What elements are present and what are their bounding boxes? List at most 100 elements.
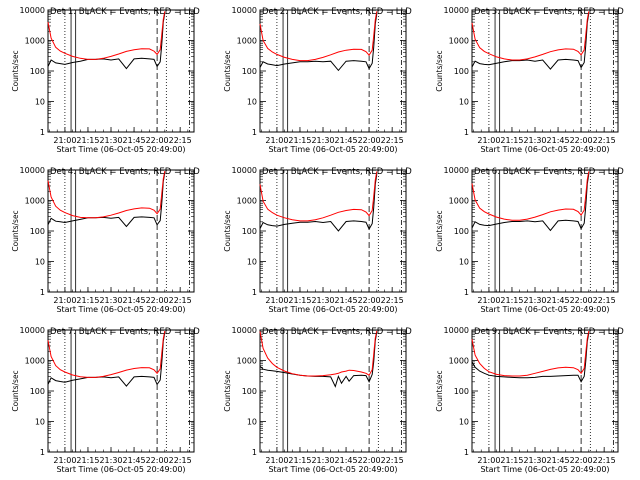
x-axis-label: Start Time (06-Oct-05 20:49:00) — [268, 305, 397, 314]
y-tick-label: 10 — [459, 98, 469, 107]
x-tick-label: 22:00 — [146, 296, 169, 305]
x-tick-label: 21:30 — [523, 456, 546, 465]
y-tick-label: 1000 — [449, 197, 469, 206]
x-tick-label: 21:00 — [477, 456, 500, 465]
y-tick-label: 1 — [252, 448, 257, 457]
lld-series-line — [47, 171, 166, 219]
x-tick-label: 21:15 — [76, 456, 99, 465]
x-tick-label: 21:30 — [99, 456, 122, 465]
x-tick-label: 21:45 — [123, 136, 146, 145]
x-tick-label: 21:45 — [123, 456, 146, 465]
x-tick-label: 22:15 — [169, 456, 192, 465]
x-axis-label: Start Time (06-Oct-05 20:49:00) — [56, 305, 185, 314]
chart-title: Det 8: BLACK = Events, RED = LLD — [262, 327, 412, 337]
y-tick-label: 10 — [459, 258, 469, 267]
chart-title: Det 7: BLACK = Events, RED = LLD — [50, 327, 200, 337]
y-tick-label: 10 — [247, 418, 257, 427]
x-tick-label: 21:00 — [265, 136, 288, 145]
lld-series-line — [259, 330, 378, 377]
x-tick-label: 21:45 — [335, 296, 358, 305]
chart-title: Det 4: BLACK = Events, RED = LLD — [50, 167, 200, 177]
y-tick-label: 1000 — [237, 37, 257, 46]
x-tick-label: 22:00 — [358, 456, 381, 465]
x-tick-label: 22:00 — [146, 136, 169, 145]
x-tick-label: 21:45 — [547, 296, 570, 305]
x-tick-label: 21:00 — [53, 296, 76, 305]
y-tick-label: 1 — [464, 448, 469, 457]
y-tick-label: 10000 — [20, 166, 45, 175]
plot-frame — [471, 169, 619, 293]
x-tick-label: 21:30 — [523, 296, 546, 305]
y-tick-label: 1000 — [25, 357, 45, 366]
y-tick-label: 10000 — [232, 6, 257, 15]
chart-title: Det 5: BLACK = Events, RED = LLD — [262, 167, 412, 177]
x-tick-label: 21:30 — [311, 456, 334, 465]
x-tick-label: 22:00 — [570, 456, 593, 465]
chart-title: Det 9: BLACK = Events, RED = LLD — [474, 327, 624, 337]
y-tick-label: 10 — [35, 258, 45, 267]
x-axis-label: Start Time (06-Oct-05 20:49:00) — [480, 145, 609, 154]
x-tick-label: 21:30 — [311, 296, 334, 305]
x-tick-label: 21:15 — [288, 136, 311, 145]
y-tick-label: 1 — [464, 128, 469, 137]
events-series-line — [47, 332, 166, 387]
x-tick-label: 21:15 — [76, 296, 99, 305]
y-tick-label: 100 — [454, 387, 469, 396]
chart-panel-8: 1 10 100 1000 10000 21:00 21:15 21:30 21:45 22:00… — [223, 326, 412, 474]
y-tick-label: 1 — [252, 288, 257, 297]
x-tick-label: 21:45 — [335, 136, 358, 145]
x-tick-label: 21:30 — [523, 136, 546, 145]
x-tick-label: 22:00 — [358, 296, 381, 305]
y-tick-label: 10 — [35, 98, 45, 107]
y-tick-label: 1 — [40, 448, 45, 457]
x-tick-label: 21:15 — [288, 296, 311, 305]
chart-panel-1: 1 10 100 1000 10000 21:00 21:15 21:30 21:45 22:00… — [11, 6, 200, 154]
chart-panel-7: 1 10 100 1000 10000 21:00 21:15 21:30 21:45 22:00… — [11, 326, 200, 474]
events-series-line — [259, 332, 378, 388]
x-tick-label: 21:00 — [477, 296, 500, 305]
x-tick-label: 22:15 — [381, 456, 404, 465]
chart-panel-4: 1 10 100 1000 10000 21:00 21:15 21:30 21:45 22:00… — [11, 166, 200, 314]
y-axis-label: Counts/sec — [435, 370, 444, 411]
chart-panel-3: 1 10 100 1000 10000 21:00 21:15 21:30 21:45 22:00… — [435, 6, 624, 154]
y-tick-label: 100 — [30, 67, 45, 76]
lld-series-line — [259, 171, 378, 222]
events-series-line — [471, 173, 590, 232]
plot-frame — [47, 169, 195, 293]
y-axis-label: Counts/sec — [223, 370, 232, 411]
y-tick-label: 100 — [242, 67, 257, 76]
x-tick-label: 21:15 — [500, 136, 523, 145]
y-tick-label: 10 — [459, 418, 469, 427]
x-tick-label: 21:45 — [547, 456, 570, 465]
chart-panel-9: 1 10 100 1000 10000 21:00 21:15 21:30 21:45 22:00… — [435, 326, 624, 474]
plot-frame — [47, 9, 195, 133]
chart-panel-6: 1 10 100 1000 10000 21:00 21:15 21:30 21:45 22:00… — [435, 166, 624, 314]
y-tick-label: 10000 — [20, 6, 45, 15]
y-tick-label: 100 — [30, 387, 45, 396]
x-tick-label: 22:00 — [358, 136, 381, 145]
y-tick-label: 1 — [252, 128, 257, 137]
y-tick-label: 1 — [40, 288, 45, 297]
y-tick-label: 1000 — [237, 197, 257, 206]
y-tick-label: 10 — [247, 258, 257, 267]
y-axis-label: Counts/sec — [11, 50, 20, 91]
y-tick-label: 10000 — [444, 166, 469, 175]
y-tick-label: 1 — [464, 288, 469, 297]
x-tick-label: 21:00 — [53, 136, 76, 145]
x-tick-label: 21:15 — [500, 456, 523, 465]
events-series-line — [471, 13, 590, 70]
events-series-line — [47, 12, 166, 70]
x-tick-label: 22:00 — [570, 136, 593, 145]
x-tick-label: 21:00 — [53, 456, 76, 465]
x-tick-label: 22:15 — [593, 296, 616, 305]
y-tick-label: 10000 — [232, 166, 257, 175]
x-tick-label: 21:45 — [123, 296, 146, 305]
y-axis-label: Counts/sec — [435, 50, 444, 91]
x-axis-label: Start Time (06-Oct-05 20:49:00) — [480, 465, 609, 474]
x-axis-label: Start Time (06-Oct-05 20:49:00) — [56, 145, 185, 154]
events-series-line — [259, 13, 378, 72]
y-tick-label: 10000 — [232, 326, 257, 335]
y-tick-label: 1000 — [25, 37, 45, 46]
x-tick-label: 21:45 — [547, 136, 570, 145]
